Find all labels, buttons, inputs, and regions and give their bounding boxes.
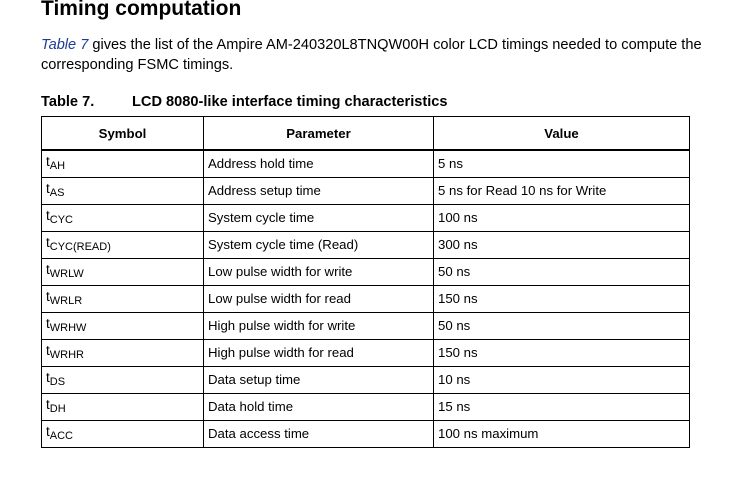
table-reference-link[interactable]: Table 7 bbox=[41, 37, 89, 53]
value-cell: 150 ns bbox=[433, 285, 690, 313]
section-heading: Timing computation bbox=[41, 0, 242, 20]
value-cell: 150 ns bbox=[433, 339, 690, 367]
symbol-subscript: DH bbox=[49, 403, 66, 415]
symbol-base: t bbox=[46, 370, 50, 385]
symbol-subscript: ACC bbox=[49, 430, 73, 442]
value-cell: 5 ns for Read 10 ns for Write bbox=[433, 177, 690, 205]
column-header-value: Value bbox=[433, 116, 690, 151]
table-row: tCYC(READ) System cycle time (Read) 300 ns bbox=[41, 231, 690, 259]
symbol-base: t bbox=[46, 424, 50, 439]
symbol-base: t bbox=[46, 208, 50, 223]
symbol-subscript: WRHW bbox=[49, 322, 87, 334]
symbol-base: t bbox=[46, 343, 50, 358]
symbol-cell: tDH bbox=[41, 393, 204, 421]
symbol-cell: tWRLR bbox=[41, 285, 204, 313]
timing-table: Symbol Parameter Value tAH Address hold t… bbox=[41, 116, 690, 448]
parameter-cell: High pulse width for read bbox=[203, 339, 434, 367]
symbol-base: t bbox=[46, 262, 50, 277]
value-cell: 10 ns bbox=[433, 366, 690, 394]
symbol-cell: tCYC(READ) bbox=[41, 231, 204, 259]
parameter-cell: Data setup time bbox=[203, 366, 434, 394]
parameter-cell: Address setup time bbox=[203, 177, 434, 205]
symbol-cell: tWRLW bbox=[41, 258, 204, 286]
table-row: tAS Address setup time 5 ns for Read 10 ns… bbox=[41, 177, 690, 205]
table-row: tCYC System cycle time 100 ns bbox=[41, 204, 690, 232]
value-cell: 100 ns maximum bbox=[433, 420, 690, 448]
table-row: tACC Data access time 100 ns maximum bbox=[41, 420, 690, 448]
intro-text: gives the list of the Ampire AM-240320L8… bbox=[41, 37, 702, 73]
symbol-subscript: CYC bbox=[49, 214, 73, 226]
column-header-symbol: Symbol bbox=[41, 116, 204, 151]
value-cell: 50 ns bbox=[433, 312, 690, 340]
symbol-cell: tCYC bbox=[41, 204, 204, 232]
table-header-row: Symbol Parameter Value bbox=[41, 116, 690, 151]
parameter-cell: Data hold time bbox=[203, 393, 434, 421]
symbol-base: t bbox=[46, 154, 50, 169]
symbol-subscript: WRLR bbox=[49, 295, 83, 307]
symbol-base: t bbox=[46, 235, 50, 250]
symbol-cell: tAS bbox=[41, 177, 204, 205]
table-caption: Table 7. LCD 8080-like interface timing … bbox=[41, 94, 448, 110]
value-cell: 15 ns bbox=[433, 393, 690, 421]
symbol-cell: tAH bbox=[41, 149, 204, 178]
parameter-cell: High pulse width for write bbox=[203, 312, 434, 340]
symbol-cell: tDS bbox=[41, 366, 204, 394]
symbol-base: t bbox=[46, 316, 50, 331]
symbol-subscript: WRHR bbox=[49, 349, 84, 361]
table-row: tWRLR Low pulse width for read 150 ns bbox=[41, 285, 690, 313]
symbol-base: t bbox=[46, 397, 50, 412]
value-cell: 300 ns bbox=[433, 231, 690, 259]
symbol-cell: tACC bbox=[41, 420, 204, 448]
symbol-cell: tWRHR bbox=[41, 339, 204, 367]
column-header-parameter: Parameter bbox=[203, 116, 434, 151]
symbol-subscript: AH bbox=[49, 160, 66, 172]
table-row: tAH Address hold time 5 ns bbox=[41, 149, 690, 178]
parameter-cell: Data access time bbox=[203, 420, 434, 448]
symbol-subscript: WRLW bbox=[49, 268, 84, 280]
value-cell: 50 ns bbox=[433, 258, 690, 286]
parameter-cell: Low pulse width for read bbox=[203, 285, 434, 313]
intro-paragraph: Table 7 gives the list of the Ampire AM-… bbox=[41, 35, 711, 75]
symbol-subscript: DS bbox=[49, 376, 66, 388]
parameter-cell: System cycle time (Read) bbox=[203, 231, 434, 259]
symbol-subscript: AS bbox=[49, 187, 65, 199]
table-row: tWRHR High pulse width for read 150 ns bbox=[41, 339, 690, 367]
value-cell: 5 ns bbox=[433, 149, 690, 178]
table-body: tAH Address hold time 5 ns tAS Address setup… bbox=[41, 149, 690, 448]
table-row: tDH Data hold time 15 ns bbox=[41, 393, 690, 421]
table-caption-label: Table 7. bbox=[41, 94, 95, 110]
table-row: tDS Data setup time 10 ns bbox=[41, 366, 690, 394]
value-cell: 100 ns bbox=[433, 204, 690, 232]
symbol-base: t bbox=[46, 289, 50, 304]
table-row: tWRHW High pulse width for write 50 ns bbox=[41, 312, 690, 340]
parameter-cell: Low pulse width for write bbox=[203, 258, 434, 286]
symbol-subscript: CYC(READ) bbox=[49, 241, 111, 253]
table-caption-title: LCD 8080-like interface timing character… bbox=[132, 94, 448, 110]
symbol-base: t bbox=[46, 181, 50, 196]
parameter-cell: System cycle time bbox=[203, 204, 434, 232]
parameter-cell: Address hold time bbox=[203, 149, 434, 178]
table-row: tWRLW Low pulse width for write 50 ns bbox=[41, 258, 690, 286]
symbol-cell: tWRHW bbox=[41, 312, 204, 340]
